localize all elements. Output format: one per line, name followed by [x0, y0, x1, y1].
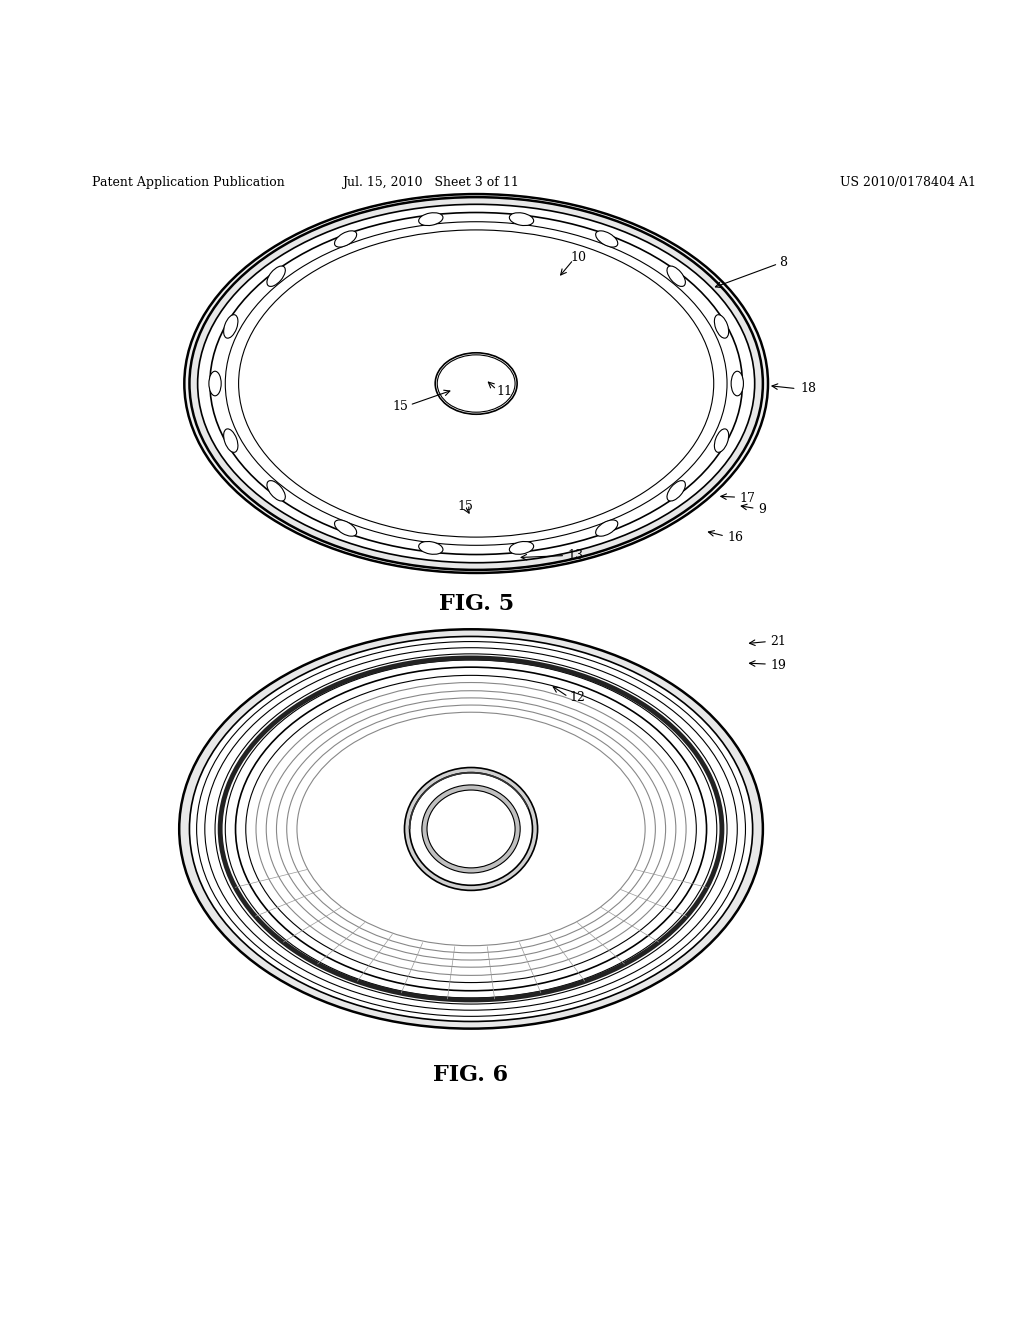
Text: 21: 21: [770, 635, 786, 648]
Ellipse shape: [509, 541, 534, 554]
Text: 10: 10: [570, 251, 587, 264]
Ellipse shape: [419, 213, 443, 226]
Text: Jul. 15, 2010   Sheet 3 of 11: Jul. 15, 2010 Sheet 3 of 11: [342, 177, 518, 189]
Ellipse shape: [209, 371, 221, 396]
Text: 12: 12: [569, 692, 586, 705]
Ellipse shape: [184, 194, 768, 573]
Ellipse shape: [667, 267, 685, 286]
Ellipse shape: [509, 213, 534, 226]
Text: FIG. 6: FIG. 6: [433, 1064, 509, 1086]
Text: 9: 9: [758, 503, 766, 516]
Text: Patent Application Publication: Patent Application Publication: [92, 177, 285, 189]
Text: 18: 18: [801, 383, 817, 395]
Ellipse shape: [435, 352, 517, 414]
Ellipse shape: [198, 205, 755, 562]
Ellipse shape: [335, 231, 356, 247]
Ellipse shape: [715, 314, 729, 338]
Ellipse shape: [715, 429, 729, 453]
Ellipse shape: [404, 767, 538, 891]
Ellipse shape: [410, 772, 532, 886]
Text: FIG. 5: FIG. 5: [438, 593, 514, 615]
Text: 15: 15: [392, 400, 409, 413]
Ellipse shape: [419, 541, 443, 554]
Ellipse shape: [223, 314, 238, 338]
Text: 17: 17: [739, 492, 756, 504]
Text: 11: 11: [497, 385, 513, 399]
Text: 19: 19: [770, 659, 786, 672]
Ellipse shape: [236, 667, 707, 991]
Text: 16: 16: [727, 531, 743, 544]
Ellipse shape: [596, 231, 617, 247]
Ellipse shape: [179, 630, 763, 1028]
Ellipse shape: [427, 791, 515, 867]
Text: US 2010/0178404 A1: US 2010/0178404 A1: [840, 177, 976, 189]
Ellipse shape: [223, 429, 238, 453]
Ellipse shape: [189, 636, 753, 1022]
Ellipse shape: [596, 520, 617, 536]
Ellipse shape: [335, 520, 356, 536]
Ellipse shape: [210, 213, 742, 554]
Text: 15: 15: [458, 500, 474, 513]
Ellipse shape: [267, 480, 286, 502]
Ellipse shape: [251, 232, 701, 535]
Ellipse shape: [422, 785, 520, 873]
Ellipse shape: [239, 230, 714, 537]
Ellipse shape: [667, 480, 685, 502]
Ellipse shape: [267, 267, 286, 286]
Ellipse shape: [731, 371, 743, 396]
Ellipse shape: [189, 197, 763, 570]
Text: 13: 13: [567, 549, 584, 562]
Text: 8: 8: [779, 256, 787, 269]
